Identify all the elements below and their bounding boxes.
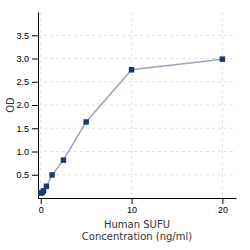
- tick-label: 0: [39, 205, 44, 215]
- tick: 10: [127, 198, 137, 215]
- tick: 1.5: [16, 124, 38, 134]
- grid-line: [38, 174, 236, 175]
- chart: 0 10 20 0.5 1.0 1.5 2.0 2.5 3.0 3.5 Human SUFUConc…: [0, 0, 250, 250]
- grid-line: [38, 105, 236, 106]
- grid-line: [222, 12, 223, 198]
- tick-mark: [32, 128, 38, 129]
- axis-line: [39, 198, 237, 199]
- grid-line: [38, 81, 236, 82]
- x-axis-title: Human SUFUConcentration (ng/ml): [82, 219, 192, 242]
- tick-label: 3.0: [16, 54, 29, 64]
- y-axis: 0.5 1.0 1.5 2.0 2.5 3.0 3.5: [16, 13, 38, 199]
- tick-mark: [41, 198, 42, 204]
- tick-mark: [32, 35, 38, 36]
- plot-area: 0 10 20 0.5 1.0 1.5 2.0 2.5 3.0 3.5: [16, 12, 236, 215]
- tick-label: 2.5: [16, 77, 29, 87]
- point: [129, 67, 134, 72]
- tick-mark: [132, 198, 133, 204]
- tick: 20: [218, 198, 228, 215]
- x-axis: 0 10 20: [39, 198, 237, 215]
- axis-line: [38, 13, 39, 199]
- y-axis-title: OD: [5, 97, 16, 113]
- tick: 0.5: [16, 170, 38, 180]
- grid-line: [38, 35, 236, 36]
- line: [41, 59, 223, 193]
- point: [61, 157, 66, 162]
- tick-label: 0.5: [16, 170, 29, 180]
- tick-mark: [222, 198, 223, 204]
- point: [220, 56, 225, 61]
- tick-label: 1.0: [16, 147, 29, 157]
- tick: 3.0: [16, 54, 38, 64]
- point: [83, 119, 88, 124]
- tick-label: 1.5: [16, 124, 29, 134]
- x-axis-title-line: Human SUFU: [104, 219, 170, 230]
- tick-mark: [32, 59, 38, 60]
- series: [38, 56, 225, 195]
- tick-mark: [32, 82, 38, 83]
- tick-label: 10: [127, 205, 137, 215]
- point: [49, 172, 54, 177]
- tick: 0: [39, 198, 44, 215]
- tick-label: 2.0: [16, 100, 29, 110]
- tick-mark: [32, 105, 38, 106]
- tick-label: 3.5: [16, 31, 29, 41]
- grid-line: [38, 128, 236, 129]
- grid: [38, 12, 236, 198]
- tick: 2.5: [16, 77, 38, 87]
- x-axis-title-line: Concentration (ng/ml): [82, 231, 192, 242]
- tick-label: 20: [218, 205, 228, 215]
- tick-mark: [32, 175, 38, 176]
- tick: 1.0: [16, 147, 38, 157]
- grid-line: [38, 58, 236, 59]
- tick: 3.5: [16, 31, 38, 41]
- tick: 2.0: [16, 100, 38, 110]
- point: [44, 184, 49, 189]
- tick-mark: [32, 152, 38, 153]
- grid-line: [131, 12, 132, 198]
